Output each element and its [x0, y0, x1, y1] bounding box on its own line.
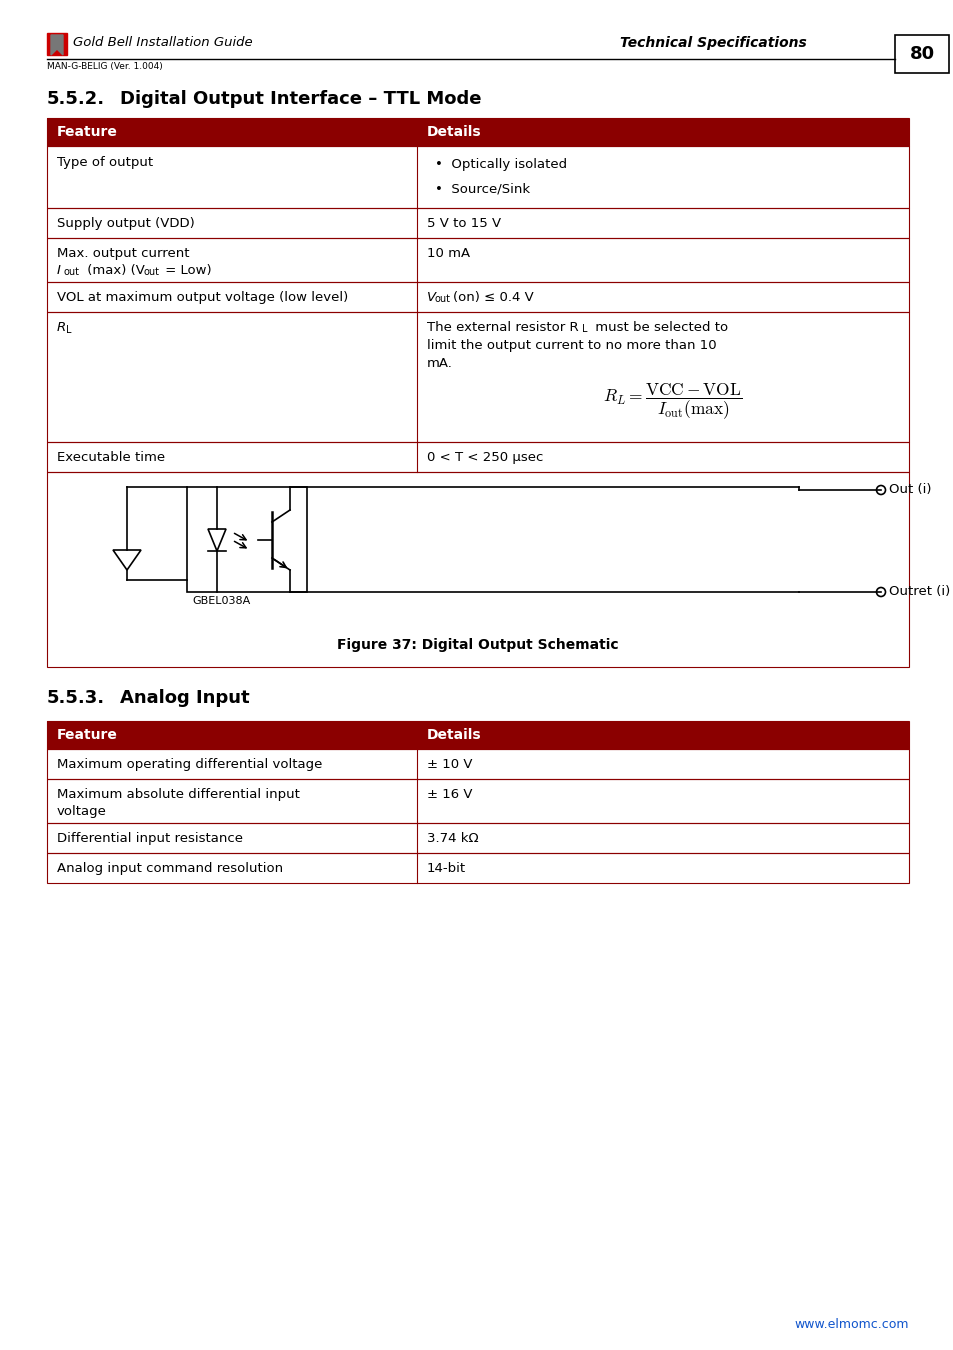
Text: 5.5.3.: 5.5.3. — [47, 688, 105, 707]
Text: Digital Output Interface – TTL Mode: Digital Output Interface – TTL Mode — [120, 90, 481, 108]
Text: Type of output: Type of output — [57, 157, 153, 169]
Bar — [47, 721, 908, 749]
Text: voltage: voltage — [57, 805, 107, 818]
Bar — [47, 441, 908, 472]
Text: •  Source/Sink: • Source/Sink — [435, 182, 530, 194]
Text: Gold Bell Installation Guide: Gold Bell Installation Guide — [73, 36, 253, 49]
Bar — [47, 117, 908, 146]
Text: I: I — [57, 265, 61, 277]
Text: out: out — [144, 267, 160, 277]
Text: Analog input command resolution: Analog input command resolution — [57, 863, 283, 875]
Text: 5 V to 15 V: 5 V to 15 V — [427, 217, 500, 230]
Bar — [47, 238, 908, 282]
Text: $R_L = \dfrac{\mathrm{VCC}-\mathrm{VOL}}{I_{\mathrm{out}}(\mathrm{max})}$: $R_L = \dfrac{\mathrm{VCC}-\mathrm{VOL}}… — [603, 382, 741, 423]
Text: VOL at maximum output voltage (low level): VOL at maximum output voltage (low level… — [57, 292, 348, 304]
Text: Executable time: Executable time — [57, 451, 165, 464]
Bar — [894, 35, 948, 73]
Text: Feature: Feature — [57, 728, 118, 743]
Bar — [47, 146, 908, 208]
Text: 14-bit: 14-bit — [427, 863, 466, 875]
Text: Analog Input: Analog Input — [120, 688, 250, 707]
Text: Outret (i): Outret (i) — [888, 586, 949, 598]
Text: Maximum absolute differential input: Maximum absolute differential input — [57, 788, 299, 801]
Text: 10 mA: 10 mA — [427, 247, 470, 261]
Text: MAN-G-BELIG (Ver. 1.004): MAN-G-BELIG (Ver. 1.004) — [47, 62, 163, 72]
Bar — [47, 779, 908, 824]
Bar — [187, 487, 307, 593]
Text: Maximum operating differential voltage: Maximum operating differential voltage — [57, 757, 322, 771]
Text: Figure 37: Digital Output Schematic: Figure 37: Digital Output Schematic — [336, 639, 618, 652]
Text: Details: Details — [427, 126, 481, 139]
Bar — [47, 312, 908, 441]
Text: ± 16 V: ± 16 V — [427, 788, 472, 801]
Text: 80: 80 — [908, 45, 934, 63]
Text: Differential input resistance: Differential input resistance — [57, 832, 243, 845]
Bar — [47, 472, 908, 667]
Bar — [47, 853, 908, 883]
Bar — [47, 749, 908, 779]
Text: L: L — [581, 324, 587, 333]
Text: = Low): = Low) — [161, 265, 212, 277]
Text: www.elmomc.com: www.elmomc.com — [794, 1318, 908, 1331]
Text: V: V — [427, 292, 436, 304]
Text: out: out — [435, 294, 451, 304]
Text: GBEL038A: GBEL038A — [192, 595, 250, 606]
Text: (max) (V: (max) (V — [83, 265, 145, 277]
Text: Technical Specifications: Technical Specifications — [619, 36, 806, 50]
Text: Details: Details — [427, 728, 481, 743]
Bar — [47, 282, 908, 312]
Text: R: R — [57, 321, 66, 333]
Text: L: L — [66, 325, 71, 335]
Bar — [47, 117, 908, 146]
Text: Feature: Feature — [57, 126, 118, 139]
Text: Supply output (VDD): Supply output (VDD) — [57, 217, 194, 230]
Bar — [47, 208, 908, 238]
Text: limit the output current to no more than 10: limit the output current to no more than… — [427, 339, 716, 352]
Text: ± 10 V: ± 10 V — [427, 757, 472, 771]
Text: Max. output current: Max. output current — [57, 247, 190, 261]
Text: 3.74 kΩ: 3.74 kΩ — [427, 832, 478, 845]
Text: must be selected to: must be selected to — [590, 321, 727, 333]
Text: mA.: mA. — [427, 356, 453, 370]
Bar — [47, 32, 67, 55]
Text: Out (i): Out (i) — [888, 483, 930, 497]
Bar — [47, 721, 908, 749]
Text: (on) ≤ 0.4 V: (on) ≤ 0.4 V — [453, 292, 533, 304]
Polygon shape — [51, 35, 63, 55]
Text: 0 < T < 250 μsec: 0 < T < 250 μsec — [427, 451, 543, 464]
Bar — [47, 824, 908, 853]
Text: out: out — [64, 267, 80, 277]
Text: 5.5.2.: 5.5.2. — [47, 90, 105, 108]
Text: •  Optically isolated: • Optically isolated — [435, 158, 566, 171]
Text: The external resistor R: The external resistor R — [427, 321, 578, 333]
